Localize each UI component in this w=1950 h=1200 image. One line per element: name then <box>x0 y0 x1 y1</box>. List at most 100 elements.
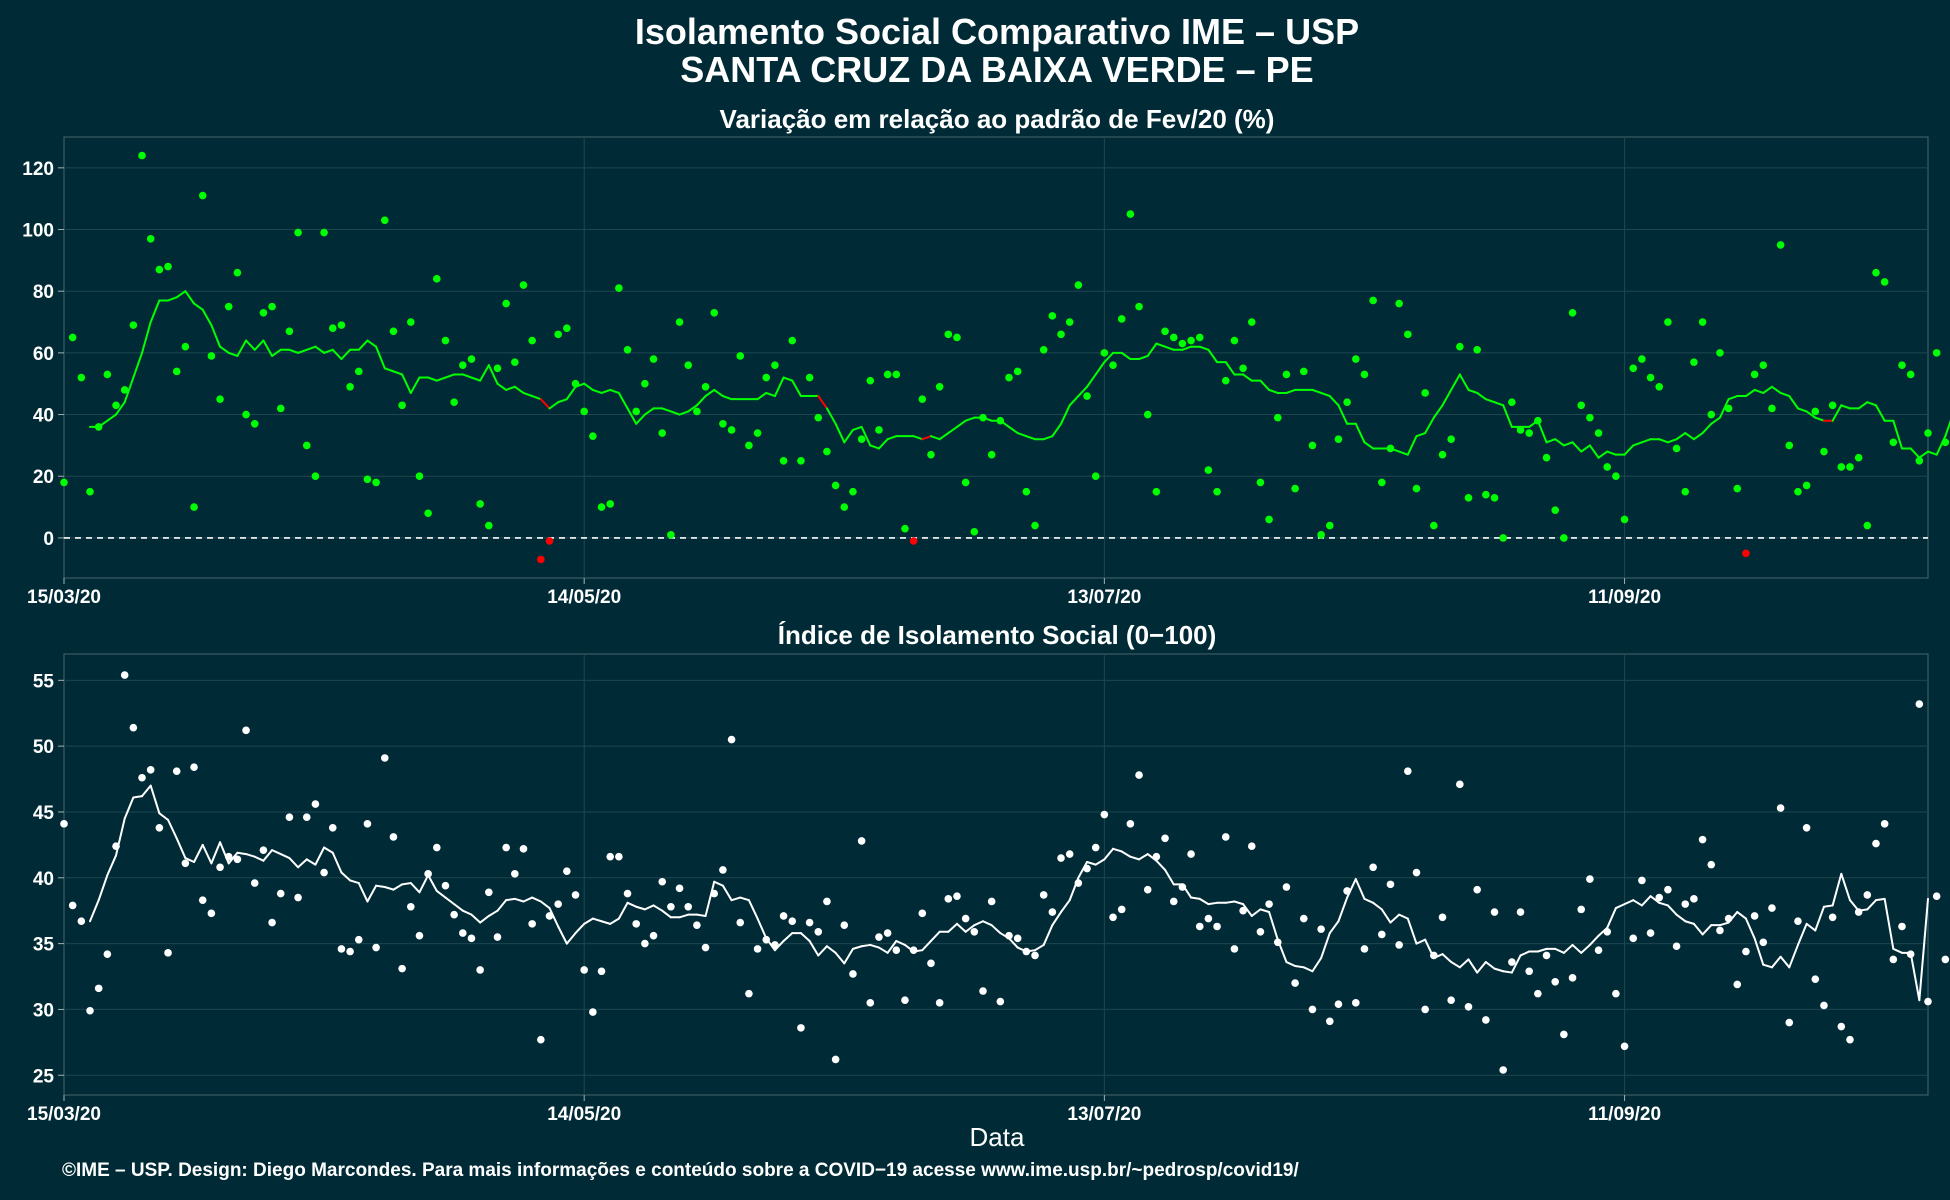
rolling-mean-segment <box>435 376 447 382</box>
data-point <box>1074 879 1083 887</box>
rolling-mean-segment <box>1484 961 1496 970</box>
rolling-mean-segment <box>1224 361 1236 376</box>
data-point <box>805 373 814 382</box>
data-point <box>250 420 259 428</box>
rolling-mean-segment <box>825 945 837 954</box>
rolling-mean-segment <box>678 913 690 919</box>
data-point <box>328 324 337 333</box>
data-point <box>779 912 788 920</box>
y-tick-label: 60 <box>33 344 54 365</box>
data-point <box>1594 946 1603 954</box>
data-point <box>1802 823 1811 832</box>
data-point <box>103 370 112 379</box>
rolling-mean-segment <box>1502 404 1513 428</box>
data-point <box>1447 996 1455 1005</box>
data-point <box>571 379 580 388</box>
rolling-mean-segment <box>123 796 135 820</box>
data-point <box>233 268 242 277</box>
rolling-mean-segment <box>392 370 404 376</box>
rolling-mean-segment <box>487 364 499 385</box>
rolling-mean-segment <box>635 905 646 911</box>
rolling-mean-segment <box>1008 425 1019 435</box>
rolling-mean-segment <box>193 302 204 311</box>
data-point <box>1039 345 1048 354</box>
data-point <box>112 401 120 410</box>
data-point <box>172 767 181 775</box>
data-point <box>1074 281 1083 289</box>
data-point <box>1612 472 1620 481</box>
data-point <box>1195 922 1204 931</box>
data-point <box>60 820 68 828</box>
rolling-mean-segment <box>1710 416 1721 425</box>
rolling-mean-segment <box>513 897 525 903</box>
data-point <box>1031 521 1039 530</box>
data-point <box>1820 447 1828 456</box>
data-point <box>1750 370 1759 379</box>
data-point <box>788 917 797 926</box>
data-point <box>1239 364 1247 373</box>
rolling-mean-segment <box>1181 345 1193 351</box>
data-point <box>1421 1005 1429 1014</box>
rolling-mean-segment <box>799 932 811 942</box>
rolling-mean-segment <box>1684 920 1695 925</box>
data-point <box>1690 358 1698 366</box>
rolling-mean-segment <box>132 351 144 379</box>
rolling-mean-segment <box>1337 404 1349 425</box>
rolling-mean-segment <box>340 871 352 882</box>
data-point <box>1473 885 1481 894</box>
data-point <box>1169 333 1178 342</box>
rolling-mean-segment <box>167 296 178 302</box>
panel-2-y-axis: 25 30 35 40 45 50 55 <box>33 671 64 1087</box>
rolling-mean-segment <box>678 410 690 416</box>
rolling-mean-segment <box>955 922 967 933</box>
rolling-mean-segment <box>955 419 967 428</box>
data-point <box>1542 453 1551 462</box>
rolling-mean-segment <box>184 857 196 863</box>
rolling-mean-segment <box>1614 903 1626 910</box>
x-tick-label: 14/05/20 <box>547 1104 621 1125</box>
rolling-mean-segment <box>756 391 768 401</box>
rolling-mean-segment <box>253 339 265 351</box>
data-point <box>701 382 710 391</box>
panel-2-rolling-mean-line <box>89 784 1929 1002</box>
rolling-mean-segment <box>479 914 490 924</box>
data-point <box>1256 927 1265 936</box>
data-point <box>788 336 797 345</box>
rolling-mean-segment <box>1233 900 1245 906</box>
rolling-mean-segment <box>1380 908 1392 924</box>
rolling-mean-segment <box>817 945 828 957</box>
data-point <box>736 352 745 360</box>
data-point <box>1187 850 1195 858</box>
data-point <box>372 943 380 952</box>
data-point <box>745 989 753 998</box>
data-point <box>1542 951 1551 960</box>
rolling-mean-segment <box>1363 441 1375 450</box>
rolling-mean-segment <box>1770 385 1782 394</box>
rolling-mean-segment <box>1831 404 1843 422</box>
rolling-mean-segment <box>1545 438 1557 444</box>
data-point <box>1039 891 1048 899</box>
data-point <box>710 889 719 898</box>
data-point <box>1490 494 1499 502</box>
data-point <box>797 457 805 465</box>
rolling-mean-segment <box>1042 924 1054 946</box>
rolling-mean-segment <box>1398 450 1409 456</box>
rolling-mean-segment <box>782 932 794 942</box>
rolling-mean-segment <box>323 846 334 854</box>
rolling-mean-segment <box>1155 342 1167 348</box>
data-point <box>94 423 103 431</box>
rolling-mean-segment <box>773 939 785 952</box>
rolling-mean-segment <box>695 395 707 407</box>
rolling-mean-segment <box>1701 422 1713 435</box>
data-point <box>398 964 406 973</box>
rolling-mean-segment <box>314 846 326 866</box>
rolling-mean-segment <box>1718 398 1730 419</box>
rolling-mean-segment <box>1770 955 1782 969</box>
data-point <box>1334 435 1343 444</box>
data-point <box>129 723 138 732</box>
rolling-mean-segment <box>1554 947 1565 954</box>
rolling-mean-segment <box>1814 905 1825 932</box>
data-point <box>1325 1017 1334 1026</box>
rolling-mean-segment <box>123 376 135 404</box>
data-point <box>224 302 233 311</box>
